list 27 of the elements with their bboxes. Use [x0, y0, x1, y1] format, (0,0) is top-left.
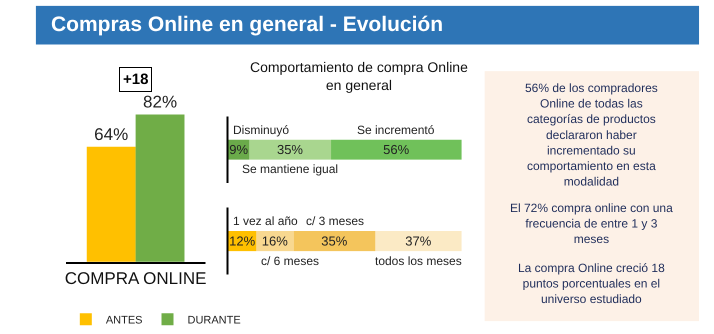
text: 56% de los compradores Online de todas las categorías de productos declararon haber incrementado su comportamiento en esta modalidad: [525, 81, 658, 189]
data-label: 37%: [405, 234, 432, 249]
chart-title: Comportamiento de compra Online en general: [250, 59, 468, 94]
chart-title: Compras Online en general - Evolución: [51, 13, 444, 36]
series-label: Se incrementó: [357, 123, 435, 137]
text: La compra Online creció 18 puntos porcentuales en el universo estudiado: [518, 261, 666, 306]
data-label: 35%: [321, 234, 348, 249]
data-label: 12%: [229, 234, 256, 249]
series-label: c/ 3 meses: [306, 214, 364, 228]
series-label: 1 vez al año: [233, 214, 298, 228]
legend-label: ANTES: [106, 314, 143, 327]
data-label: 35%: [276, 142, 304, 158]
data-label: 82%: [143, 92, 178, 112]
series-label: Se mantiene igual: [242, 162, 338, 176]
bar: [294, 230, 376, 252]
data-label: 16%: [262, 234, 288, 249]
text: El 72% compra online con una frecuencia de entre 1 y 3 meses: [510, 201, 674, 246]
text: +18: [123, 71, 148, 88]
x-tick-label: COMPRA ONLINE: [64, 268, 206, 288]
series-label: c/ 6 meses: [261, 254, 320, 268]
legend-label: DURANTE: [188, 314, 241, 327]
bar: [375, 230, 462, 252]
data-label: 56%: [383, 142, 410, 158]
data-label: 64%: [94, 124, 128, 144]
series-label: todos los meses: [375, 254, 462, 268]
series-label: Disminuyó: [233, 123, 290, 137]
data-label: 9%: [229, 142, 248, 158]
